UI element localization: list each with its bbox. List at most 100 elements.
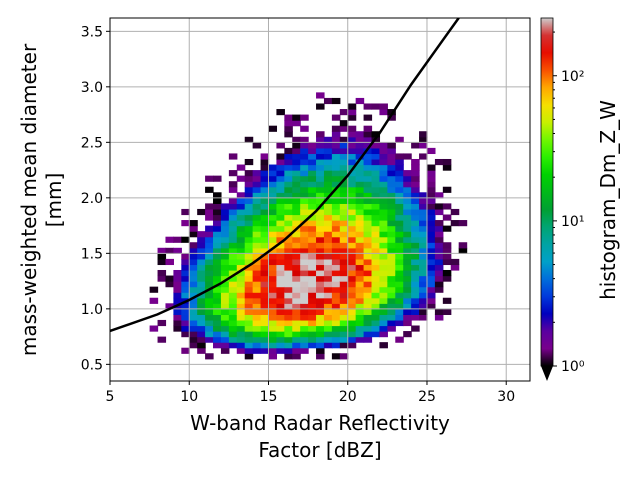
heatmap-cell <box>300 214 309 221</box>
heatmap-cell <box>434 203 444 210</box>
heatmap-cell <box>189 220 198 227</box>
heatmap-cell <box>300 342 309 349</box>
heatmap-cell <box>244 286 254 293</box>
heatmap-cell <box>276 225 285 232</box>
heatmap-cell <box>260 325 270 332</box>
heatmap-cell <box>308 303 317 310</box>
heatmap-cell <box>284 342 293 349</box>
heatmap-cell <box>236 258 246 266</box>
heatmap-cell <box>228 292 238 299</box>
heatmap-cell <box>363 208 373 216</box>
heatmap-cell <box>252 192 262 199</box>
x-tick-label: 5 <box>106 389 115 405</box>
heatmap-cell <box>308 181 317 188</box>
heatmap-cell <box>395 247 404 254</box>
heatmap-cell <box>331 197 341 204</box>
heatmap-cell <box>205 292 214 299</box>
heatmap-cell <box>220 292 230 299</box>
heatmap-cell <box>181 220 190 227</box>
x-axis: 5 10 15 20 25 30 <box>106 381 515 405</box>
heatmap-cell <box>379 214 388 221</box>
heatmap-cell <box>236 286 246 293</box>
heatmap-cell <box>323 181 333 188</box>
heatmap-cell <box>347 225 357 232</box>
heatmap-cell <box>371 225 381 232</box>
heatmap-cell <box>284 308 293 315</box>
heatmap-cell <box>434 231 444 238</box>
heatmap-cell <box>284 153 293 160</box>
heatmap-cell <box>355 247 365 254</box>
heatmap-cell <box>323 325 333 332</box>
heatmap-cell <box>316 214 325 221</box>
heatmap-cell <box>260 303 270 310</box>
heatmap-cell <box>442 203 452 210</box>
heatmap-cell <box>284 297 293 304</box>
heatmap-cell <box>347 258 357 266</box>
heatmap-cell <box>268 170 278 177</box>
heatmap-cell <box>450 264 460 271</box>
heatmap-cell <box>387 186 396 193</box>
heatmap-cell <box>308 142 317 149</box>
heatmap-cell <box>355 242 365 249</box>
heatmap-cell <box>379 164 388 171</box>
heatmap-cell <box>149 286 159 293</box>
heatmap-cell <box>213 286 222 293</box>
heatmap-cell <box>260 175 270 182</box>
heatmap-cell <box>260 214 270 221</box>
heatmap-cell <box>181 281 190 288</box>
heatmap-cell <box>260 342 270 349</box>
heatmap-cell <box>284 264 293 271</box>
heatmap-cell <box>284 292 293 299</box>
heatmap-cell <box>252 214 262 221</box>
heatmap-cell <box>419 292 428 299</box>
heatmap-cell <box>371 220 381 227</box>
heatmap-cell <box>331 314 341 321</box>
heatmap-cell <box>442 158 452 166</box>
heatmap-cell <box>228 186 238 193</box>
heatmap-cell <box>244 175 254 182</box>
heatmap-cell <box>236 264 246 271</box>
heatmap-cell <box>260 347 270 354</box>
heatmap-cell <box>387 225 396 232</box>
heatmap-cell <box>197 292 206 299</box>
heatmap-cell <box>403 331 412 338</box>
heatmap-cell <box>323 275 333 282</box>
heatmap-cell <box>339 308 349 315</box>
heatmap-cell <box>347 325 357 332</box>
heatmap-cell <box>387 197 396 204</box>
heatmap-cell <box>339 269 349 277</box>
heatmap-cell <box>379 286 388 293</box>
heatmap-cell <box>371 147 381 155</box>
heatmap-cell <box>316 236 325 243</box>
heatmap-cell <box>260 242 270 249</box>
heatmap-cell <box>284 114 293 121</box>
heatmap-cell <box>316 225 325 232</box>
heatmap-cell <box>331 342 341 349</box>
heatmap-cell <box>395 220 404 227</box>
heatmap-cell <box>379 208 388 216</box>
heatmap-cell <box>276 258 285 266</box>
heatmap-cell <box>292 136 301 143</box>
heatmap-cell <box>228 153 238 160</box>
heatmap-cell <box>371 181 381 188</box>
heatmap-cell <box>260 331 270 338</box>
heatmap-cell <box>347 197 357 204</box>
heatmap-cell <box>244 253 254 260</box>
heatmap-cell <box>371 236 381 243</box>
heatmap-cell <box>228 336 238 343</box>
heatmap-cell <box>308 236 317 243</box>
heatmap-cell <box>323 314 333 321</box>
heatmap-cell <box>323 164 333 171</box>
heatmap-cell <box>173 286 182 293</box>
heatmap-cell <box>284 281 293 288</box>
heatmap-cell <box>213 197 222 204</box>
heatmap-cell <box>371 214 381 221</box>
heatmap-cell <box>316 342 325 349</box>
heatmap-cell <box>252 236 262 243</box>
heatmap-cell <box>323 242 333 249</box>
heatmap-cell <box>213 297 222 304</box>
heatmap-cell <box>244 236 254 243</box>
heatmap-cell <box>316 147 325 155</box>
heatmap-cell <box>347 203 357 210</box>
heatmap-cell <box>371 308 381 315</box>
